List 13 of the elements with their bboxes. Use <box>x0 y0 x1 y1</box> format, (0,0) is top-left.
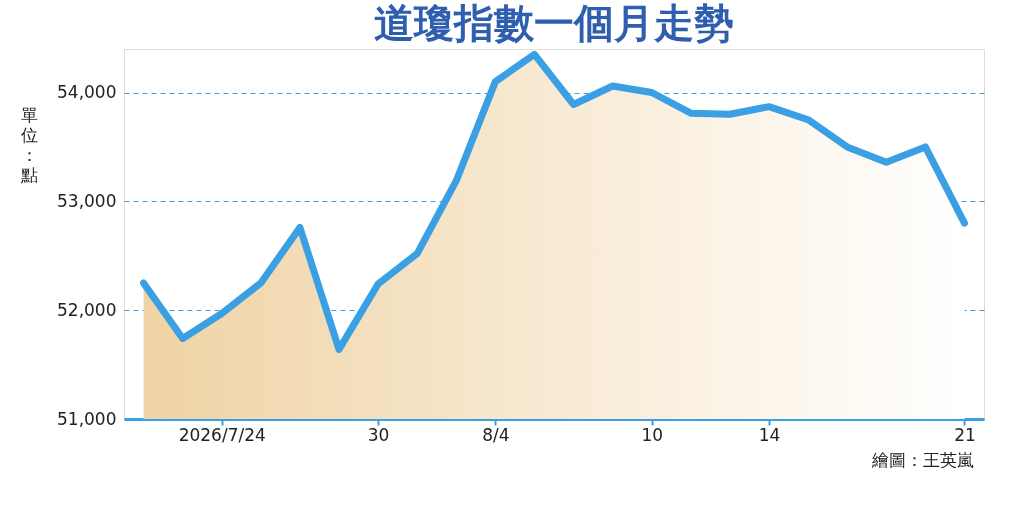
x-tick-label: 21 <box>954 424 976 445</box>
y-tick-label: 53,000 <box>57 190 117 211</box>
y-tick-label: 51,000 <box>57 408 117 429</box>
x-tick-label: 30 <box>367 424 390 445</box>
x-tick-label: 14 <box>758 424 781 445</box>
x-tick-label: 8/4 <box>482 424 510 445</box>
x-tick-label: 10 <box>641 424 664 445</box>
text: 繪圖：王英嵐 <box>871 450 974 470</box>
y-axis-title: 單位：點 <box>20 104 38 185</box>
y-tick-label: 54,000 <box>57 82 117 103</box>
y-tick-label: 52,000 <box>57 299 117 320</box>
x-tick-label: 2026/7/24 <box>178 424 266 445</box>
chart-title: 道瓊指數一個月走勢 <box>374 0 734 46</box>
